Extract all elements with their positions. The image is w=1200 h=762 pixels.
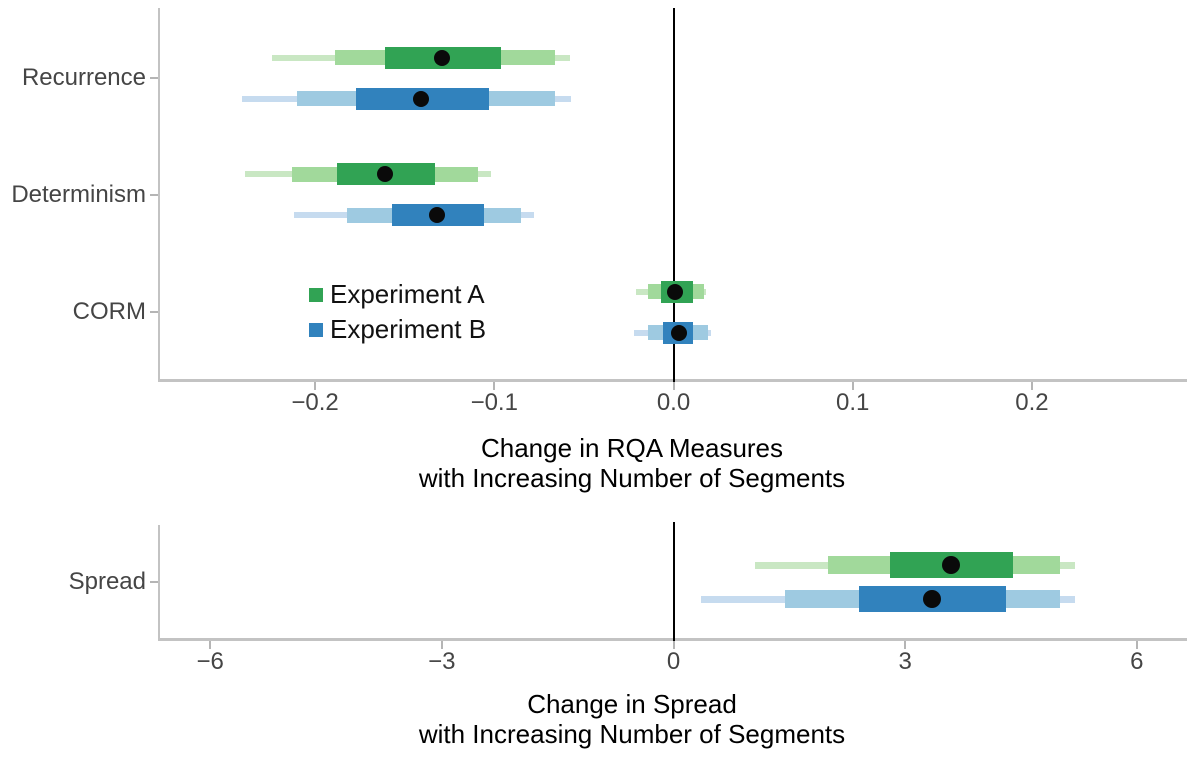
median-dot	[667, 283, 684, 300]
x-tick-label: −0.2	[291, 389, 339, 416]
legend-label-experiment-a: Experiment A	[330, 279, 485, 309]
x-tick	[314, 382, 317, 390]
rqa-axis-title-line2: with Increasing Number of Segments	[418, 463, 846, 493]
category-label: Spread	[68, 568, 146, 595]
y-axis-line	[158, 8, 160, 379]
x-tick-label: 3	[898, 648, 912, 675]
x-tick-label: −0.1	[470, 389, 518, 416]
zero-reference-line	[672, 522, 675, 641]
x-tick-label: 0	[666, 648, 681, 675]
x-tick	[851, 382, 854, 390]
category-label: Recurrence	[21, 64, 146, 91]
median-dot	[412, 90, 429, 107]
median-dot	[670, 324, 687, 341]
legend-label-experiment-b: Experiment B	[330, 314, 487, 344]
legend-item-experiment-a: Experiment A	[309, 277, 486, 312]
y-tick	[150, 77, 158, 79]
x-tick	[440, 641, 443, 649]
x-tick-label: 0.2	[1015, 389, 1049, 416]
x-tick	[904, 641, 907, 649]
x-tick	[672, 382, 675, 390]
x-tick	[1030, 382, 1033, 390]
median-dot	[923, 590, 942, 608]
median-dot	[434, 49, 451, 66]
spread-axis-title-line1: Change in Spread	[527, 689, 737, 719]
median-dot	[428, 207, 445, 223]
x-tick-label: 0.1	[836, 389, 870, 416]
x-tick-label: −6	[196, 648, 224, 675]
y-tick	[150, 311, 158, 313]
x-tick	[209, 641, 212, 649]
experiment-a-swatch-icon	[309, 287, 323, 302]
spread-axis-title: Change in Spread with Increasing Number …	[77, 689, 1187, 749]
x-tick	[672, 641, 675, 649]
rqa-axis-title: Change in RQA Measures with Increasing N…	[77, 433, 1187, 493]
median-dot	[376, 166, 393, 182]
y-tick	[150, 581, 158, 583]
legend: Experiment A Experiment B	[309, 277, 486, 347]
x-tick-label: 0.0	[656, 389, 691, 416]
zero-reference-line	[672, 8, 675, 382]
x-tick	[1135, 641, 1138, 649]
x-tick-label: −3	[428, 648, 456, 675]
y-tick	[150, 193, 158, 196]
y-axis-line	[158, 525, 160, 638]
x-tick-label: 6	[1130, 648, 1144, 675]
category-label: CORM	[72, 298, 146, 325]
legend-item-experiment-b: Experiment B	[309, 312, 486, 347]
x-tick	[493, 382, 496, 390]
median-dot	[942, 556, 961, 574]
experiment-b-swatch-icon	[309, 322, 323, 337]
spread-axis-title-line2: with Increasing Number of Segments	[418, 719, 846, 749]
rqa-axis-title-line1: Change in RQA Measures	[480, 433, 784, 463]
category-label: Determinism	[11, 180, 146, 208]
